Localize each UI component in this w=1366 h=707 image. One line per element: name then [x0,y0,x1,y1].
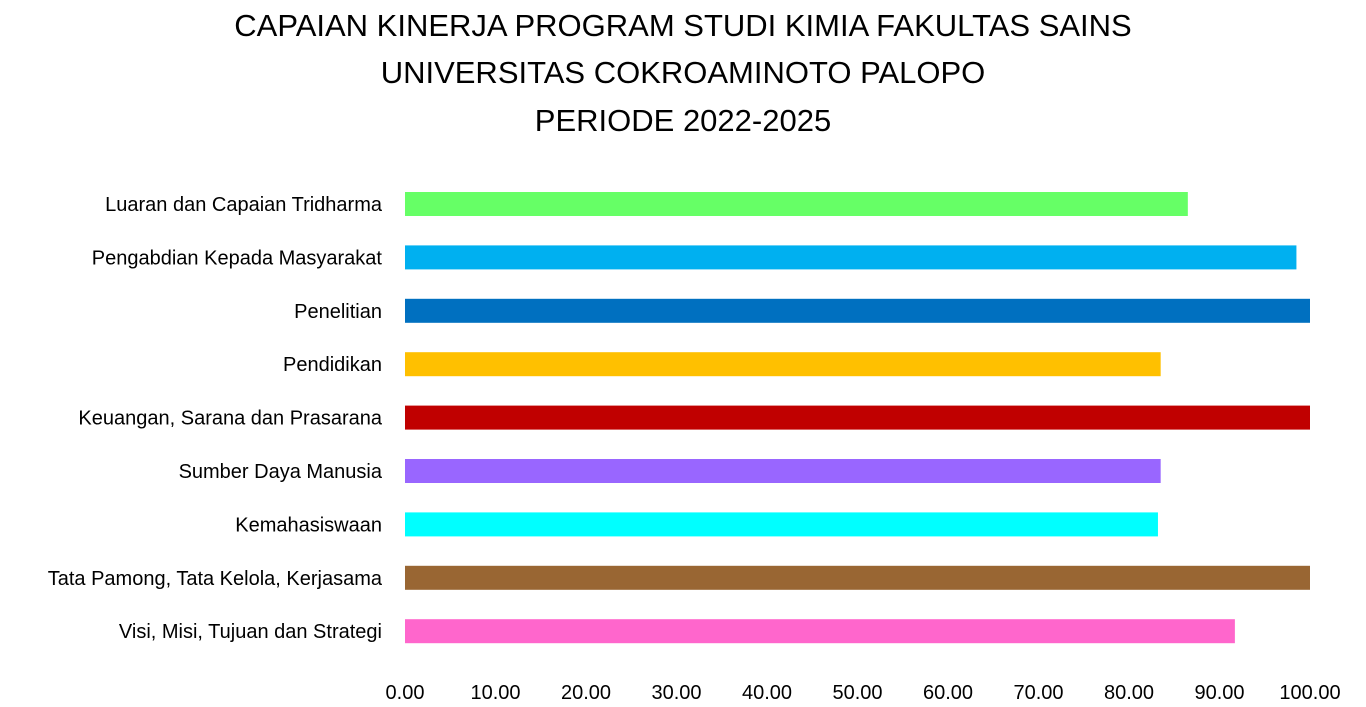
category-label: Kemahasiswaan [235,514,382,536]
bar [405,619,1235,644]
bar [405,298,1310,323]
chart-title: CAPAIAN KINERJA PROGRAM STUDI KIMIA FAKU… [234,8,1131,138]
x-tick-label: 30.00 [651,682,701,704]
x-tick-label: 90.00 [1194,682,1244,704]
bar [405,459,1161,483]
chart-title-line-3: PERIODE 2022-2025 [535,103,831,138]
x-tick-label: 40.00 [742,682,792,704]
x-tick-label: 100.00 [1279,682,1340,704]
chart-title-line-2: UNIVERSITAS COKROAMINOTO PALOPO [381,55,986,90]
category-label: Sumber Daya Manusia [179,461,383,483]
category-label: Luaran dan Capaian Tridharma [105,194,383,216]
x-tick-label: 50.00 [832,682,882,704]
category-label: Penelitian [294,301,382,323]
category-label: Pengabdian Kepada Masyarakat [92,247,383,269]
category-label: Tata Pamong, Tata Kelola, Kerjasama [48,568,383,590]
x-tick-label: 10.00 [470,682,520,704]
bar [405,512,1158,537]
x-tick-label: 80.00 [1104,682,1154,704]
x-tick-label: 0.00 [386,682,425,704]
x-axis-tick-labels: 0.00 10.00 20.00 30.00 40.00 50.00 60.00 70.00 8… [386,682,1341,704]
bar [405,245,1297,270]
x-tick-label: 20.00 [561,682,611,704]
bars [405,192,1310,644]
category-label: Pendidikan [283,354,382,376]
bar [405,352,1161,377]
bar [405,192,1188,216]
chart-title-line-1: CAPAIAN KINERJA PROGRAM STUDI KIMIA FAKU… [234,8,1131,43]
x-tick-label: 60.00 [923,682,973,704]
x-tick-label: 70.00 [1013,682,1063,704]
bar [405,565,1310,590]
category-label: Visi, Misi, Tujuan dan Strategi [119,621,382,643]
bar [405,405,1310,430]
category-labels: Luaran dan Capaian Tridharma Pengabdian K… [48,194,383,643]
category-label: Keuangan, Sarana dan Prasarana [78,408,382,430]
